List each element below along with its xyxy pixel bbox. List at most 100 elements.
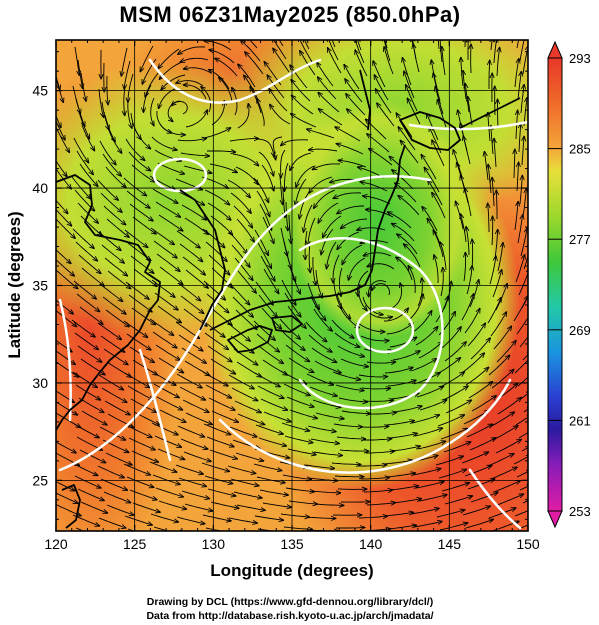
streamline: [369, 148, 393, 166]
streamline: [253, 463, 282, 471]
streamline: [262, 502, 292, 507]
streamline: [305, 321, 327, 342]
streamline: [151, 97, 154, 126]
streamline: [360, 182, 388, 192]
streamline: [317, 62, 334, 87]
streamline: [284, 292, 301, 317]
streamline: [383, 460, 413, 465]
colorbar-ticks: 293 285 277 269 261 253: [548, 51, 591, 519]
streamline: [159, 87, 178, 109]
streamline: [398, 196, 420, 216]
streamline: [56, 218, 75, 238]
streamline: [384, 512, 414, 517]
streamline: [260, 398, 288, 410]
streamline: [467, 323, 485, 347]
streamline: [235, 452, 264, 461]
streamline: [207, 151, 236, 152]
streamline: [313, 256, 316, 286]
streamline: [489, 60, 490, 89]
streamline: [313, 451, 343, 456]
streamline: [75, 527, 85, 531]
streamline: [416, 386, 444, 398]
contour-line: [468, 468, 522, 530]
streamline: [363, 490, 393, 492]
streamline: [347, 109, 369, 129]
streamline: [488, 203, 489, 232]
streamline: [145, 71, 160, 97]
streamline: [468, 97, 473, 126]
streamline: [254, 372, 280, 387]
streamline: [258, 294, 277, 317]
streamline: [414, 428, 443, 437]
streamline: [520, 175, 522, 205]
streamline: [490, 312, 507, 337]
streamline: [208, 254, 230, 275]
streamline: [388, 433, 417, 439]
streamline: [73, 280, 96, 299]
streamline: [105, 452, 132, 465]
contour-line: [58, 175, 432, 472]
streamline: [128, 151, 151, 171]
streamline: [56, 126, 70, 153]
streamline: [355, 50, 368, 77]
streamline: [396, 257, 413, 281]
streamline: [263, 268, 279, 294]
streamline: [227, 322, 250, 341]
streamline: [236, 218, 254, 242]
streamline: [462, 353, 485, 373]
streamline: [298, 40, 313, 63]
x-tick-label: 125: [123, 536, 147, 552]
streamline: [365, 309, 393, 318]
streamline: [211, 267, 233, 288]
streamline: [514, 509, 528, 517]
streamline: [308, 149, 338, 151]
streamline: [407, 98, 421, 125]
streamline: [81, 410, 107, 425]
streamline: [257, 98, 265, 127]
streamline: [344, 64, 360, 90]
streamline: [233, 491, 262, 498]
streamline: [523, 97, 527, 127]
streamline: [331, 319, 354, 338]
streamline: [270, 104, 291, 125]
streamline: [514, 149, 515, 179]
streamline: [441, 483, 470, 492]
streamline: [80, 358, 105, 375]
streamline: [318, 92, 340, 113]
streamline: [386, 323, 413, 335]
streamline: [80, 501, 108, 513]
streamline: [517, 162, 519, 192]
streamline: [418, 495, 447, 502]
streamline: [465, 519, 494, 529]
streamline: [130, 398, 157, 412]
x-tick-label: 145: [438, 536, 462, 552]
streamline: [126, 190, 150, 208]
mainland-coast: [56, 174, 161, 431]
streamline: [183, 165, 212, 173]
streamline: [177, 425, 205, 437]
streamline: [281, 139, 309, 146]
streamline: [436, 510, 465, 518]
streamline: [443, 442, 471, 453]
streamline: [227, 465, 256, 474]
streamline: [126, 333, 151, 350]
streamline: [237, 270, 256, 293]
streamline: [176, 516, 205, 524]
streamline: [383, 308, 408, 322]
streamline: [442, 46, 446, 76]
streamline: [259, 346, 284, 364]
streamline: [158, 357, 184, 373]
x-axis-ticks: 120 125 130 135 140 145 150: [44, 40, 540, 552]
streamline: [179, 386, 206, 400]
streamline: [79, 449, 106, 463]
streamline: [71, 462, 98, 476]
streamline: [185, 412, 212, 425]
streamline: [417, 278, 422, 307]
streamline: [389, 337, 417, 348]
streamline: [517, 71, 521, 101]
streamline: [151, 279, 175, 297]
streamline: [181, 347, 206, 363]
streamline: [56, 350, 76, 365]
streamline: [308, 334, 332, 352]
streamline: [201, 87, 211, 113]
